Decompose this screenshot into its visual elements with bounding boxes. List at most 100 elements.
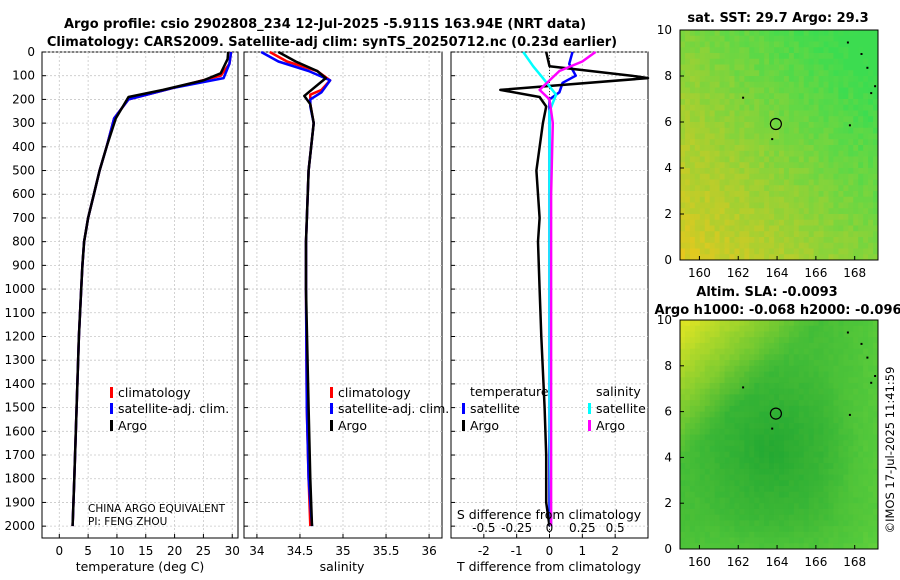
sst-cell — [808, 248, 815, 255]
sst-cell — [848, 225, 854, 232]
sst-cell — [734, 191, 740, 198]
sst-cell — [873, 208, 879, 215]
sla-cell — [843, 445, 849, 453]
sla-cell — [848, 434, 854, 441]
sla-cell — [873, 428, 879, 435]
sla-cell — [779, 526, 785, 533]
sla-cell — [729, 520, 735, 527]
sst-cell — [863, 208, 869, 215]
sla-cell — [803, 360, 810, 367]
sst-cell — [863, 219, 869, 226]
sla-cell — [808, 543, 815, 550]
ytick-label: 1900 — [4, 495, 35, 509]
sla-cell — [808, 417, 815, 424]
sla-cell — [803, 474, 810, 481]
sla-cell — [694, 520, 701, 527]
sla-cell — [754, 474, 760, 481]
sst-cell — [868, 231, 874, 238]
sst-cell — [749, 168, 755, 175]
sla-cell — [813, 325, 819, 332]
sla-map-panel: Altim. SLA: -0.0093 Argo h1000: -0.068 h… — [654, 285, 900, 569]
sla-cell — [798, 491, 805, 498]
sla-cell — [759, 411, 765, 418]
sla-cell — [788, 503, 795, 510]
sst-cell — [714, 58, 720, 65]
sla-cell — [853, 468, 859, 475]
imos-timestamp: ©IMOS 17-Jul-2025 11:41:59 — [883, 367, 897, 534]
sla-cell — [774, 474, 780, 481]
sst-cell — [858, 248, 864, 255]
sla-cell — [833, 451, 839, 458]
sst-cell — [684, 237, 691, 244]
sst-cell — [828, 127, 834, 134]
sst-cell — [739, 145, 745, 152]
sla-cell — [818, 543, 824, 550]
sst-cell — [699, 35, 706, 42]
sla-cell — [754, 354, 760, 361]
sst-cell — [744, 231, 750, 238]
sla-cell — [749, 428, 755, 435]
sla-cell — [729, 354, 735, 361]
sla-cell — [788, 400, 795, 407]
sla-cell — [779, 463, 785, 470]
sla-cell — [744, 491, 750, 498]
sst-cell — [783, 99, 790, 106]
sla-cell — [828, 411, 834, 418]
sla-cell — [749, 514, 755, 521]
sst-cell — [749, 196, 755, 203]
sst-cell — [764, 133, 770, 140]
sla-cell — [704, 365, 711, 372]
sst-cell — [769, 242, 775, 249]
sla-cell — [868, 514, 874, 521]
sla-cell — [714, 388, 720, 395]
sst-cell — [788, 145, 795, 152]
island-dot — [771, 427, 774, 430]
sla-cell — [689, 434, 696, 441]
sst-cell — [729, 70, 735, 77]
sst-cell — [734, 116, 740, 123]
sla-cell — [734, 463, 740, 470]
sla-cell — [739, 463, 745, 470]
sla-cell — [833, 457, 839, 464]
map-ytick-label: 6 — [664, 115, 672, 129]
sla-cell — [764, 365, 770, 372]
sst-cell — [724, 110, 730, 117]
sla-cell — [863, 526, 869, 533]
sla-cell — [858, 400, 864, 407]
sst-cell — [798, 202, 805, 209]
sst-cell — [729, 248, 735, 255]
legend-sat-label: satellite-adj. clim. — [118, 401, 229, 416]
sla-cell — [709, 377, 716, 384]
sla-cell — [699, 320, 706, 327]
sst-cell — [873, 196, 879, 203]
sst-cell — [749, 254, 755, 261]
sla-cell — [779, 514, 785, 521]
sst-cell — [823, 214, 829, 221]
sst-cell — [754, 208, 760, 215]
sst-cell — [808, 133, 815, 140]
sst-cell — [838, 81, 844, 88]
sst-cell — [853, 248, 859, 255]
sla-cell — [729, 531, 735, 538]
sla-cell — [788, 423, 795, 430]
sst-cell — [739, 76, 745, 83]
sst-cell — [719, 64, 725, 71]
sla-cell — [734, 514, 740, 521]
sla-cell — [813, 463, 819, 470]
sla-cell — [704, 526, 711, 533]
sla-cell — [739, 434, 745, 441]
island-dot — [866, 66, 869, 69]
sst-cell — [798, 242, 805, 249]
sst-cell — [769, 237, 775, 244]
sst-cell — [848, 87, 854, 94]
sla-cell — [863, 486, 869, 493]
sst-cell — [793, 139, 800, 146]
sst-cell — [709, 127, 716, 134]
sla-cell — [803, 526, 810, 533]
sla-cell — [853, 434, 859, 441]
sst-cell — [838, 231, 844, 238]
sla-cell — [724, 480, 730, 487]
sst-cell — [828, 185, 834, 192]
sla-cell — [873, 388, 879, 395]
sst-cell — [684, 156, 691, 163]
